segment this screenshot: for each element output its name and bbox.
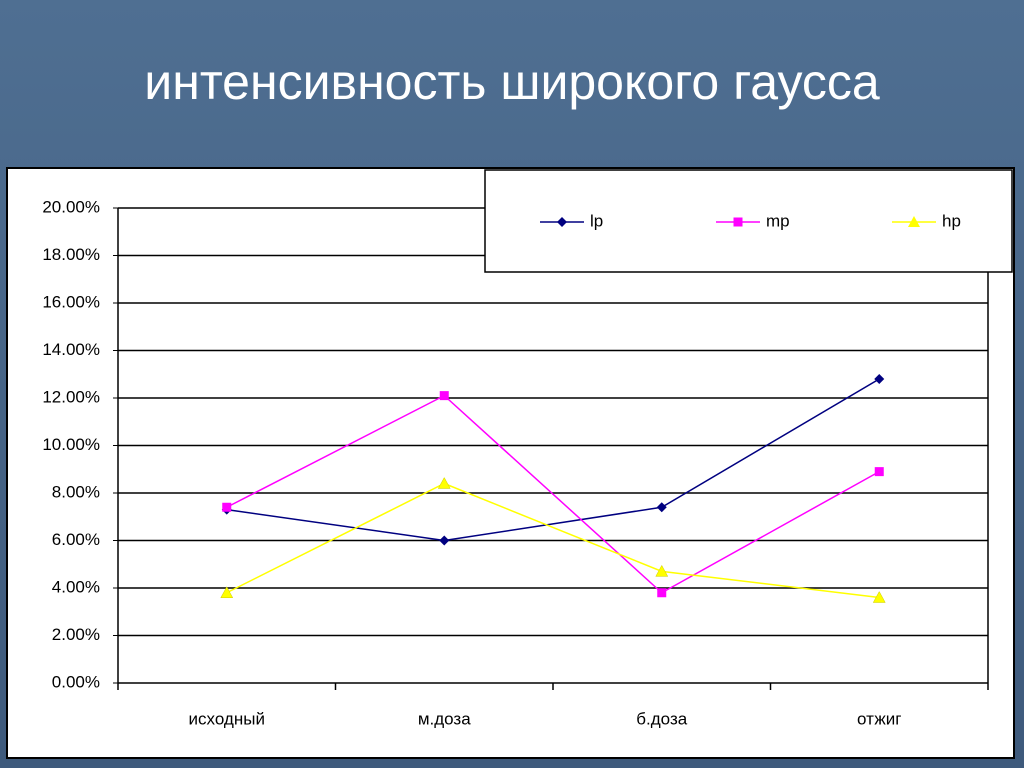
chart: 0.00% 2.00% 4.00% 6.00% 8.00% 10.00% 12.00% 14.… <box>42 169 1013 728</box>
marker <box>437 476 451 489</box>
series-line <box>226 482 880 599</box>
y-tick-label: 4.00% <box>52 577 100 596</box>
y-tick-label: 10.00% <box>42 435 100 454</box>
marker <box>872 590 886 603</box>
legend-marker <box>557 217 567 227</box>
y-tick-label: 18.00% <box>42 245 100 264</box>
y-tick-label: 2.00% <box>52 625 100 644</box>
series-line <box>226 378 880 542</box>
marker <box>655 564 669 577</box>
y-tick-label: 20.00% <box>42 197 100 216</box>
series-line <box>226 394 880 594</box>
legend-label: mp <box>766 211 790 230</box>
y-tick-label: 14.00% <box>42 340 100 359</box>
y-tick-label: 0.00% <box>52 672 100 691</box>
x-tick-label: исходный <box>189 709 265 728</box>
x-tick-label: м.доза <box>418 709 471 728</box>
marker <box>222 502 232 512</box>
marker <box>874 467 884 477</box>
marker <box>656 502 667 513</box>
y-tick-label: 12.00% <box>42 387 100 406</box>
legend-label: hp <box>942 211 961 230</box>
legend: lp mp hp <box>484 169 1013 273</box>
x-tick-label: б.доза <box>636 709 687 728</box>
marker <box>657 588 667 598</box>
marker <box>439 535 450 546</box>
legend-box <box>484 169 1013 273</box>
x-tick-label: отжиг <box>857 709 902 728</box>
legend-marker <box>908 216 920 227</box>
marker <box>874 374 885 384</box>
y-tick-label: 6.00% <box>52 530 100 549</box>
y-tick-label: 8.00% <box>52 482 100 501</box>
legend-marker <box>733 217 743 227</box>
marker <box>220 586 234 598</box>
y-tick-label: 16.00% <box>42 292 100 311</box>
slide-title: интенсивность широкого гаусса <box>144 54 880 110</box>
legend-label: lp <box>590 211 603 230</box>
marker <box>439 391 449 401</box>
